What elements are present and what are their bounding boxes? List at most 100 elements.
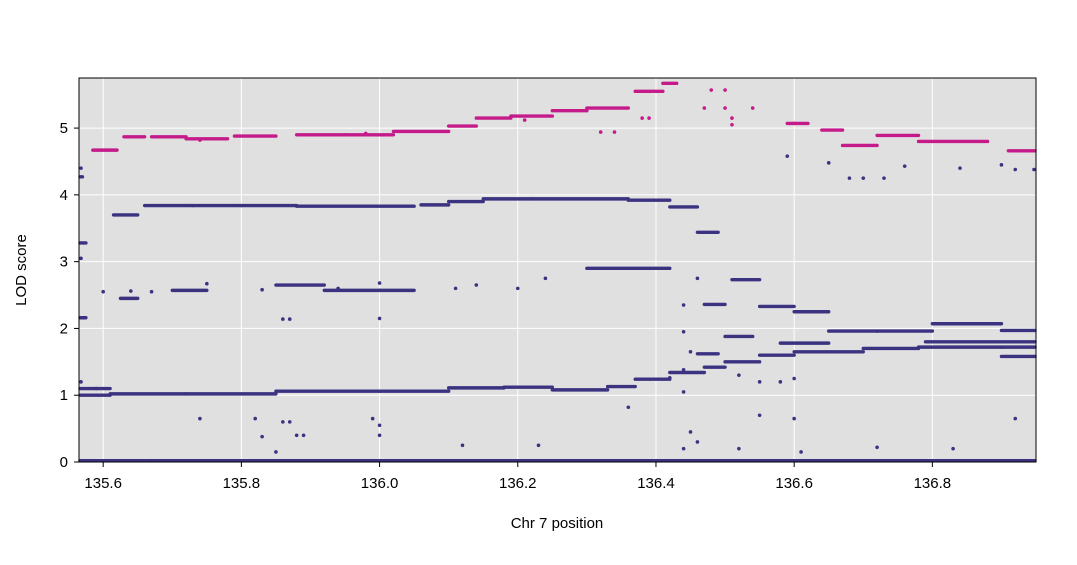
series-0-point-9 [730,116,734,120]
series-1-point-61 [681,446,686,451]
series-0-point-12 [792,121,796,126]
y-tick-label-0: 0 [60,454,68,471]
series-1-point-6 [149,289,154,294]
series-1-point-40 [958,166,962,170]
series-1 [78,154,1037,463]
series-1-point-31 [792,376,796,381]
series-1-point-21 [688,350,693,354]
y-tick-label-3: 3 [60,254,68,271]
series-1-point-50 [301,433,306,438]
series-0-point-8 [750,106,755,110]
x-axis-title: Chr 7 position [511,515,604,532]
series-1-point-36 [847,176,852,180]
series-0-point-13 [198,138,202,142]
x-tick-label-1: 135.8 [223,475,261,492]
series-1-point-17 [543,276,548,281]
series-1-point-56 [875,445,879,450]
series-1-point-37 [861,176,866,180]
series-0-point-1 [612,130,617,134]
x-tick-label-3: 136.2 [499,475,537,492]
series-1-point-25 [681,390,686,394]
series-1-point-15 [474,283,479,287]
series-1-point-52 [377,433,382,438]
y-tick-label-1: 1 [60,387,68,404]
series-1-point-53 [377,423,382,428]
series-1-point-27 [695,440,700,444]
series-1-point-55 [536,443,541,448]
y-tick-label-2: 2 [60,320,68,337]
series-1-point-20 [681,329,686,334]
series-1-point-32 [757,413,762,418]
series-1-point-26 [688,430,693,434]
plot-frame [78,77,1037,463]
series-1-point-8 [260,287,264,292]
series-1-point-19 [681,303,686,307]
series-1-point-33 [792,416,796,421]
series-1-point-47 [281,420,285,424]
series-1-point-38 [882,176,886,180]
series-1-point-0 [79,166,83,170]
series-1-point-60 [799,450,803,454]
series-1-point-39 [902,164,907,168]
series-0 [91,81,1037,153]
series-1-point-9 [281,317,285,321]
series-1-point-3 [101,289,105,294]
series-1-point-18 [695,276,700,281]
series-0-point-7 [723,106,727,110]
series-1-point-48 [287,420,292,424]
x-tick-label-2: 136.0 [361,475,399,492]
data-points-layer [78,81,1037,463]
x-tick-label-5: 136.6 [775,475,813,492]
series-0-point-6 [709,88,714,92]
series-0-point-10 [730,122,734,127]
series-1-point-5 [129,289,133,293]
series-1-point-45 [253,416,257,421]
series-1-point-12 [377,281,382,285]
plot-background [79,78,1036,462]
y-tick-label-4: 4 [60,187,68,204]
series-1-point-16 [515,286,520,291]
series-0-point-4 [522,118,527,122]
series-1-point-10 [287,317,292,321]
x-tick-label-0: 135.6 [84,475,122,492]
y-tick-label-5: 5 [60,120,68,137]
x-tick-label-4: 136.4 [637,475,675,492]
y-axis-title: LOD score [13,234,30,306]
series-1-point-58 [1013,416,1018,421]
series-1-point-34 [785,154,790,158]
x-axis-tick-labels: 135.6 135.8 136.0 136.2 136.4 136.6 136.8 [84,462,951,492]
x-tick-label-6: 136.8 [914,475,952,492]
series-0-point-3 [647,116,651,120]
series-1-point-4 [94,386,99,391]
series-0-point-0 [598,130,603,134]
series-1-point-13 [377,316,382,321]
series-1-point-7 [205,281,209,286]
series-0-point-5 [702,106,707,110]
series-1-point-30 [778,380,783,384]
series-1-point-49 [294,433,299,438]
series-1-point-11 [336,286,340,291]
series-1-point-59 [737,446,741,451]
series-0-point-11 [723,88,727,92]
series-1-point-51 [370,416,375,421]
series-1-point-2 [79,380,83,384]
series-1-point-22 [681,368,686,372]
series-1-point-14 [453,286,458,291]
series-1-point-1 [79,256,83,261]
series-1-point-43 [1032,167,1036,172]
series-1-point-35 [826,161,831,165]
series-1-point-42 [1013,167,1018,172]
series-1-point-46 [260,434,264,439]
series-1-point-28 [737,373,741,377]
series-1-point-57 [951,446,955,451]
series-1-point-54 [460,443,465,448]
series-1-point-63 [274,450,278,454]
series-1-point-41 [999,163,1004,167]
series-1-point-24 [626,405,631,410]
y-axis-tick-labels: 0 1 2 3 4 5 [60,120,79,471]
series-0-point-2 [640,116,644,120]
series-1-point-23 [667,376,672,380]
series-1-point-44 [198,416,202,421]
